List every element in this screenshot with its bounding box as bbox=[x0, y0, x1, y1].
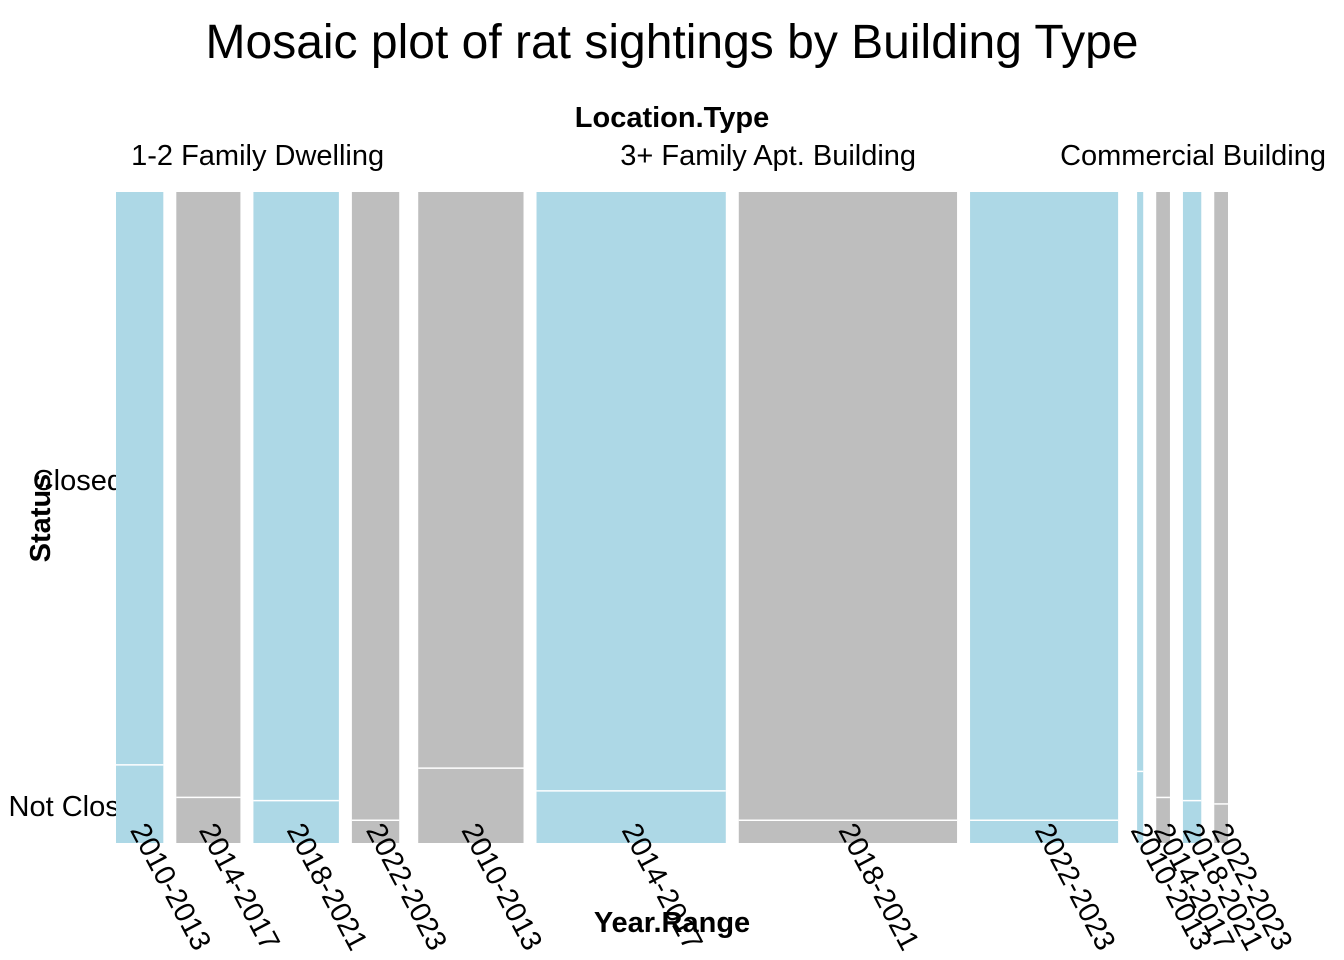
tile-not-closed-2-0 bbox=[1137, 771, 1144, 843]
tile-closed-1-1 bbox=[536, 192, 726, 791]
tile-closed-1-3 bbox=[970, 192, 1119, 821]
group-label-1: 3+ Family Apt. Building bbox=[620, 140, 916, 172]
tile-not-closed-0-2 bbox=[253, 800, 339, 843]
tile-not-closed-2-3 bbox=[1214, 803, 1228, 843]
tile-closed-2-1 bbox=[1156, 192, 1170, 798]
group-label-2: Commercial Building bbox=[1060, 140, 1326, 172]
tile-closed-0-1 bbox=[176, 192, 241, 798]
tile-not-closed-1-3 bbox=[970, 820, 1119, 843]
y-axis-label: Status bbox=[25, 474, 57, 563]
tile-not-closed-1-0 bbox=[418, 768, 524, 843]
tile-closed-1-0 bbox=[418, 192, 524, 769]
tile-not-closed-1-1 bbox=[536, 790, 726, 843]
tile-not-closed-0-1 bbox=[176, 797, 241, 843]
tile-closed-0-3 bbox=[351, 192, 400, 821]
y-tick-closed: Closed bbox=[33, 465, 123, 497]
x-axis-label: Year.Range bbox=[594, 907, 750, 939]
tile-closed-0-2 bbox=[253, 192, 339, 801]
tile-closed-2-0 bbox=[1137, 192, 1144, 772]
group-labels: 1-2 Family Dwelling 3+ Family Apt. Buildi… bbox=[131, 140, 1326, 172]
top-axis-label: Location.Type bbox=[575, 102, 769, 134]
group-label-0: 1-2 Family Dwelling bbox=[131, 140, 384, 172]
tile-closed-2-3 bbox=[1214, 192, 1228, 804]
tile-closed-1-2 bbox=[738, 192, 958, 821]
tile-not-closed-2-1 bbox=[1156, 797, 1170, 843]
tile-not-closed-1-2 bbox=[738, 820, 958, 843]
tile-not-closed-0-3 bbox=[351, 820, 400, 843]
chart-title: Mosaic plot of rat sightings by Building… bbox=[206, 16, 1139, 69]
tile-not-closed-0-0 bbox=[116, 764, 164, 843]
tile-not-closed-2-2 bbox=[1182, 800, 1202, 843]
tile-closed-2-2 bbox=[1182, 192, 1202, 801]
mosaic-tiles bbox=[116, 192, 1228, 843]
tile-closed-0-0 bbox=[116, 192, 164, 765]
